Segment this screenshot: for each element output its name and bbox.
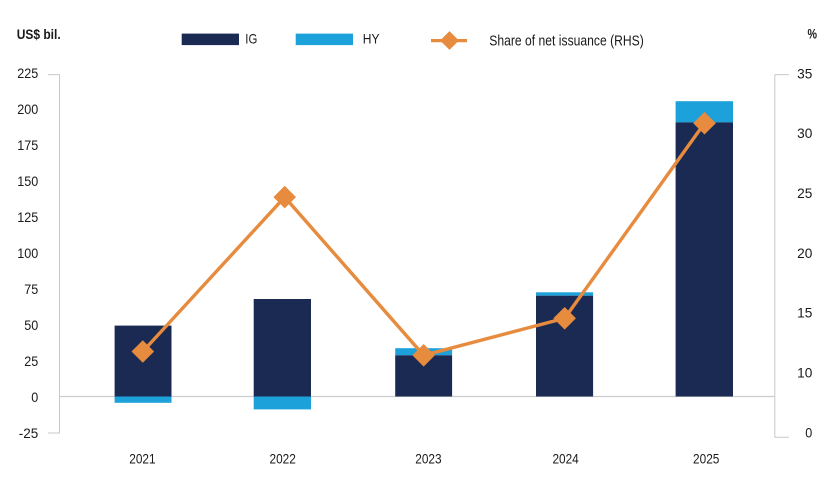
svg-text:15: 15 — [797, 306, 812, 321]
svg-text:50: 50 — [24, 318, 38, 333]
svg-text:35: 35 — [797, 66, 812, 81]
svg-text:Share of net issuance (RHS): Share of net issuance (RHS) — [489, 34, 644, 50]
svg-text:100: 100 — [17, 246, 38, 261]
svg-text:175: 175 — [17, 138, 38, 153]
svg-text:2023: 2023 — [415, 452, 441, 467]
svg-text:2022: 2022 — [270, 452, 296, 467]
svg-text:IG: IG — [245, 30, 257, 46]
svg-text:0: 0 — [805, 425, 812, 440]
svg-text:125: 125 — [17, 210, 38, 225]
svg-text:10: 10 — [797, 366, 813, 381]
svg-text:2021: 2021 — [129, 452, 155, 467]
svg-text:%: % — [808, 27, 818, 42]
svg-text:20: 20 — [797, 246, 813, 261]
svg-text:200: 200 — [17, 102, 38, 117]
svg-text:75: 75 — [24, 282, 38, 297]
svg-text:2025: 2025 — [693, 452, 719, 467]
svg-text:25: 25 — [24, 354, 38, 369]
svg-text:US$ bil.: US$ bil. — [17, 27, 61, 42]
svg-text:2024: 2024 — [552, 452, 579, 467]
svg-text:25: 25 — [797, 186, 812, 201]
svg-text:30: 30 — [797, 126, 813, 141]
svg-text:0: 0 — [31, 390, 38, 405]
svg-text:-25: -25 — [19, 426, 39, 441]
svg-text:HY: HY — [363, 30, 380, 46]
svg-text:150: 150 — [17, 174, 38, 189]
svg-text:225: 225 — [17, 66, 38, 81]
